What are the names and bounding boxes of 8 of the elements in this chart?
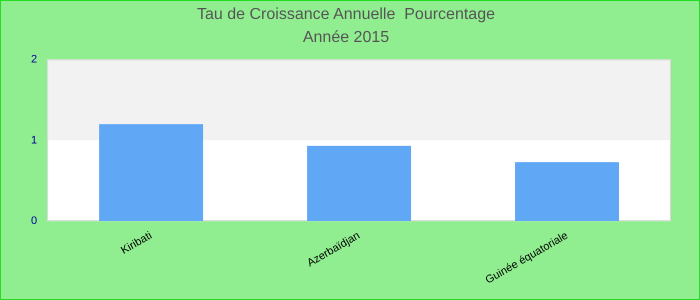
bar [515, 162, 620, 222]
y-tick-label: 1 [30, 134, 38, 146]
chart-title: Tau de Croissance Annuelle Pourcentage [197, 6, 496, 24]
y-tick-label: 2 [30, 53, 38, 66]
chart-subtitle: Année 2015 [302, 29, 390, 46]
y-tick-label: 0 [30, 215, 38, 228]
bar [307, 146, 412, 222]
bar [99, 124, 204, 222]
